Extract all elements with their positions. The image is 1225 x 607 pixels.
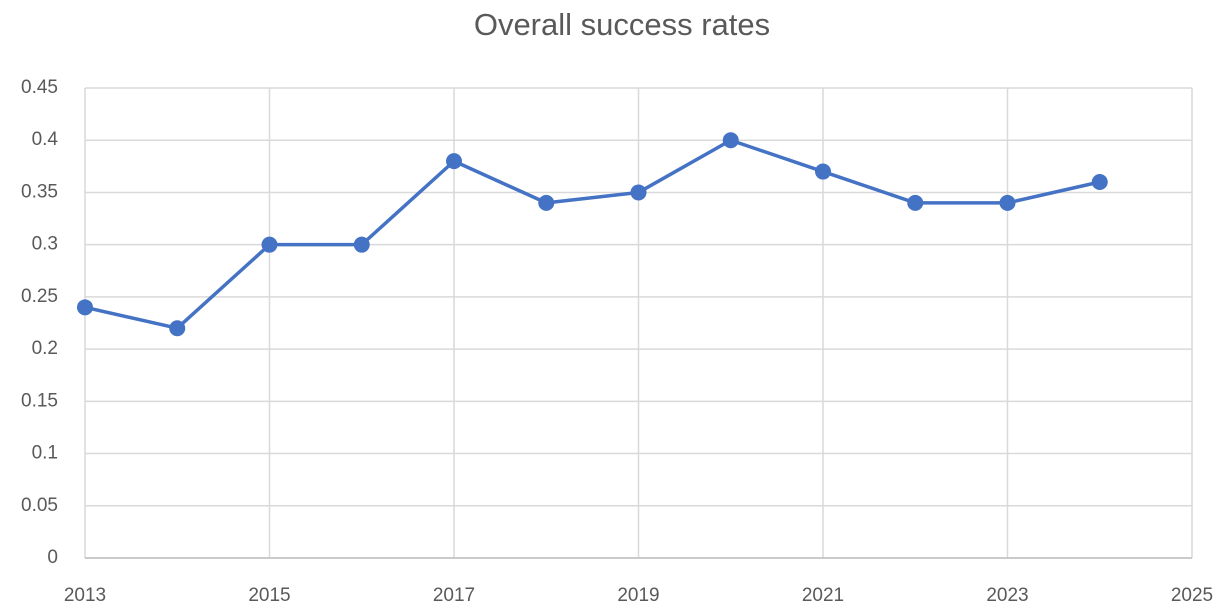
y-tick-label: 0.1: [32, 443, 58, 464]
data-point: [446, 153, 462, 170]
data-point: [169, 320, 186, 337]
x-tick-label: 2013: [64, 585, 106, 606]
chart-title: Overall success rates: [474, 7, 770, 42]
data-point: [538, 194, 555, 211]
data-point: [815, 163, 831, 180]
data-line: [84, 138, 1101, 330]
x-tick-label: 2019: [617, 585, 659, 606]
data-point: [999, 194, 1016, 211]
data-point: [77, 299, 93, 316]
x-tick-label: 2021: [802, 585, 844, 606]
y-tick-label: 0.3: [32, 234, 58, 255]
data-point: [1091, 174, 1108, 190]
x-tick-label: 2023: [986, 585, 1028, 606]
x-tick-label: 2017: [433, 585, 475, 606]
y-tick-label: 0.2: [32, 338, 58, 359]
data-point: [722, 132, 739, 149]
data-point: [907, 194, 924, 211]
y-tick-label: 0.4: [32, 129, 59, 150]
y-tick-label: 0.15: [21, 390, 58, 411]
y-tick-label: 0.25: [21, 286, 58, 307]
data-point: [630, 184, 647, 201]
y-tick-label: 0.45: [21, 77, 58, 98]
data-point: [261, 236, 278, 253]
x-tick-label: 2025: [1171, 585, 1213, 606]
data-point: [353, 236, 370, 253]
x-tick-label: 2015: [248, 585, 290, 606]
y-tick-label: 0: [47, 547, 58, 568]
y-tick-label: 0.35: [21, 181, 58, 202]
y-tick-label: 0.05: [21, 495, 58, 516]
